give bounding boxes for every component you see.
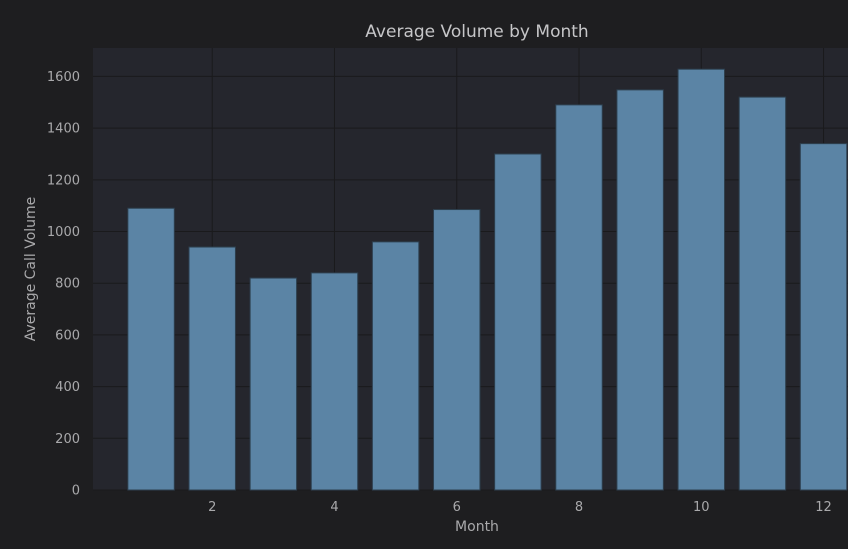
bar-month-12: [799, 143, 848, 491]
bar-month-5: [371, 241, 420, 491]
bar-month-4: [310, 272, 359, 491]
bar-month-3: [249, 277, 298, 491]
y-tick-label: 200: [55, 432, 80, 447]
y-tick-label: 800: [55, 277, 80, 292]
y-tick-label: 1600: [47, 70, 80, 85]
x-axis-ticks: 2 4 6 8 10 12: [208, 500, 832, 515]
x-tick-label: 10: [693, 500, 710, 515]
bar-month-6: [433, 209, 481, 491]
bar-month-8: [555, 104, 603, 491]
bar-month-7: [494, 153, 542, 491]
y-tick-label: 600: [55, 328, 80, 343]
y-tick-label: 1200: [47, 173, 80, 188]
x-tick-label: 6: [453, 500, 461, 515]
y-axis-ticks: 0 200 400 600 800 1000 1200 1400 1600: [47, 70, 80, 499]
chart-title: Average Volume by Month: [365, 22, 588, 42]
bars: [127, 68, 848, 491]
bar-month-1: [127, 207, 175, 491]
y-tick-label: 1000: [47, 225, 80, 240]
bar-month-11: [738, 96, 787, 491]
y-tick-label: 1400: [47, 122, 80, 137]
y-axis-label: Average Call Volume: [23, 197, 39, 342]
bar-month-10: [677, 68, 726, 491]
x-tick-label: 12: [815, 500, 832, 515]
bar-month-2: [188, 246, 236, 491]
y-tick-label: 400: [55, 380, 80, 395]
x-tick-label: 4: [330, 500, 338, 515]
x-tick-label: 8: [575, 500, 583, 515]
x-axis-label: Month: [455, 519, 499, 535]
x-tick-label: 2: [208, 500, 216, 515]
y-tick-label: 0: [72, 484, 80, 499]
bar-month-9: [616, 89, 664, 491]
